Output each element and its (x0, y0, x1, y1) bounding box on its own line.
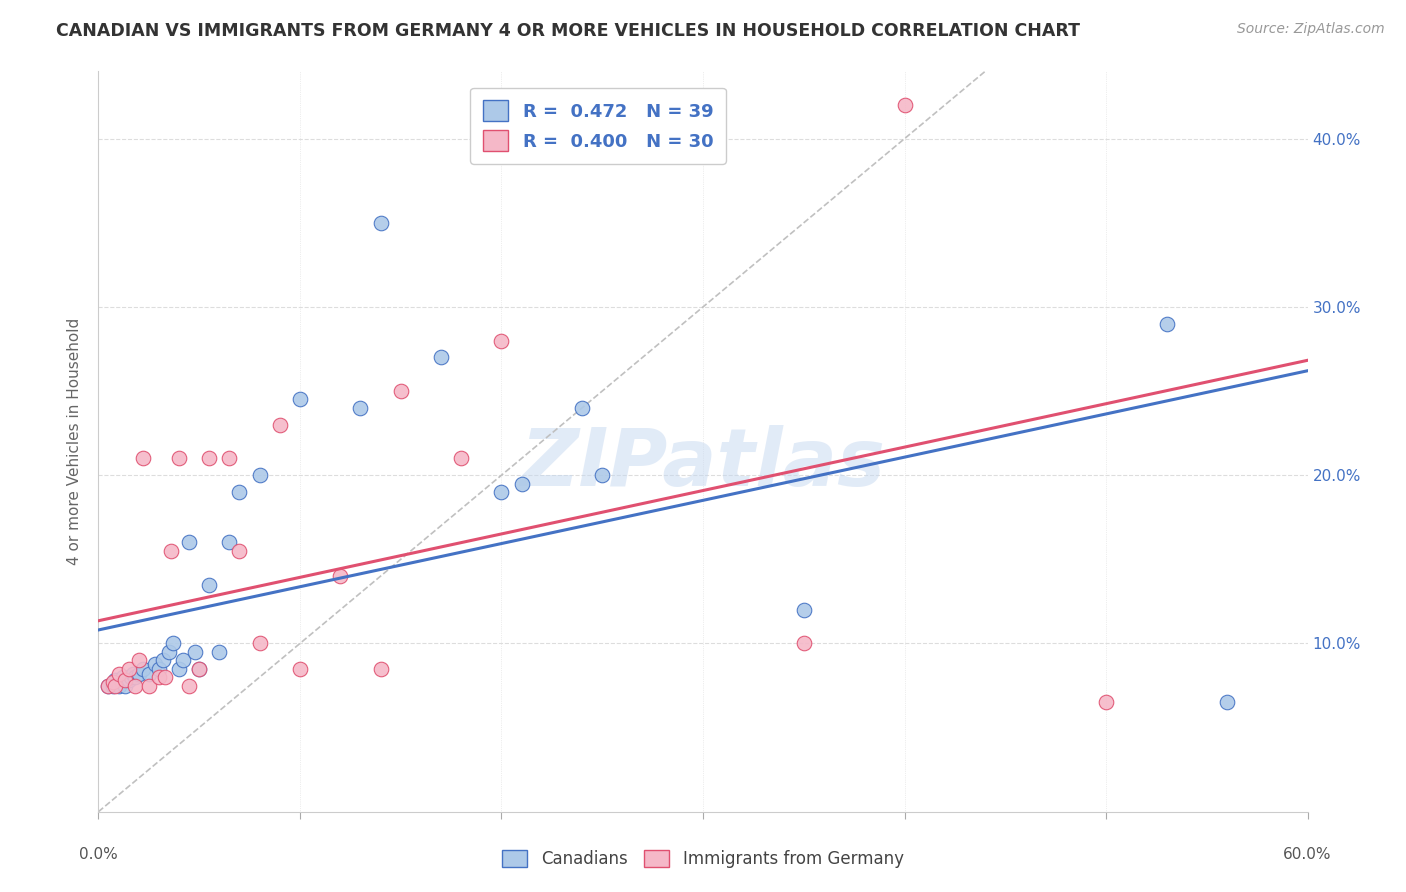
Text: CANADIAN VS IMMIGRANTS FROM GERMANY 4 OR MORE VEHICLES IN HOUSEHOLD CORRELATION : CANADIAN VS IMMIGRANTS FROM GERMANY 4 OR… (56, 22, 1080, 40)
Point (118, 673, 141, 688)
Point (1216, 695, 1239, 709)
Legend: Canadians, Immigrants from Germany: Canadians, Immigrants from Germany (496, 843, 910, 875)
Point (162, 636, 184, 650)
Point (591, 468, 613, 483)
Point (288, 392, 311, 407)
Y-axis label: 4 or more Vehicles in Household: 4 or more Vehicles in Household (67, 318, 83, 566)
Point (188, 662, 211, 676)
Point (148, 662, 170, 676)
Point (97, 679, 120, 693)
Point (198, 577, 221, 591)
Point (208, 645, 231, 659)
Point (349, 401, 371, 415)
Point (160, 544, 183, 558)
Point (249, 468, 271, 483)
Point (1095, 695, 1118, 709)
Point (114, 679, 136, 693)
Point (179, 535, 201, 549)
Point (153, 670, 176, 684)
Point (218, 451, 240, 466)
Point (101, 679, 124, 693)
Point (1156, 317, 1178, 331)
Point (167, 451, 190, 466)
Point (128, 666, 150, 681)
Point (157, 645, 180, 659)
Point (138, 666, 160, 681)
Point (97, 679, 120, 693)
Point (101, 675, 124, 690)
Point (370, 662, 392, 676)
Point (118, 662, 141, 676)
Point (198, 451, 221, 466)
Point (103, 673, 125, 688)
Point (124, 679, 146, 693)
Point (132, 451, 155, 466)
Point (114, 673, 136, 688)
Legend: R =  0.472   N = 39, R =  0.400   N = 30: R = 0.472 N = 39, R = 0.400 N = 30 (470, 87, 725, 164)
Point (167, 662, 190, 676)
Point (172, 653, 194, 667)
Point (793, 636, 815, 650)
Point (107, 679, 129, 693)
Point (124, 670, 146, 684)
Point (370, 216, 392, 230)
Point (510, 476, 533, 491)
Point (120, 670, 142, 684)
Point (329, 569, 352, 583)
Point (121, 666, 143, 681)
Point (269, 417, 291, 432)
Point (249, 636, 271, 650)
Point (893, 98, 915, 112)
Point (450, 451, 472, 466)
Point (793, 603, 815, 617)
Point (138, 679, 160, 693)
Text: 0.0%: 0.0% (79, 847, 118, 863)
Point (389, 384, 412, 398)
Point (228, 544, 250, 558)
Point (107, 666, 129, 681)
Point (143, 657, 166, 671)
Text: ZIPatlas: ZIPatlas (520, 425, 886, 503)
Point (188, 662, 211, 676)
Text: Source: ZipAtlas.com: Source: ZipAtlas.com (1237, 22, 1385, 37)
Point (103, 679, 125, 693)
Point (491, 485, 513, 500)
Point (571, 401, 593, 415)
Point (430, 351, 453, 365)
Point (148, 670, 170, 684)
Point (218, 535, 240, 549)
Point (184, 645, 207, 659)
Point (111, 670, 134, 684)
Point (228, 485, 250, 500)
Point (152, 653, 174, 667)
Point (179, 679, 201, 693)
Point (491, 334, 513, 348)
Point (132, 662, 155, 676)
Point (288, 662, 311, 676)
Text: 60.0%: 60.0% (1284, 847, 1331, 863)
Point (128, 653, 150, 667)
